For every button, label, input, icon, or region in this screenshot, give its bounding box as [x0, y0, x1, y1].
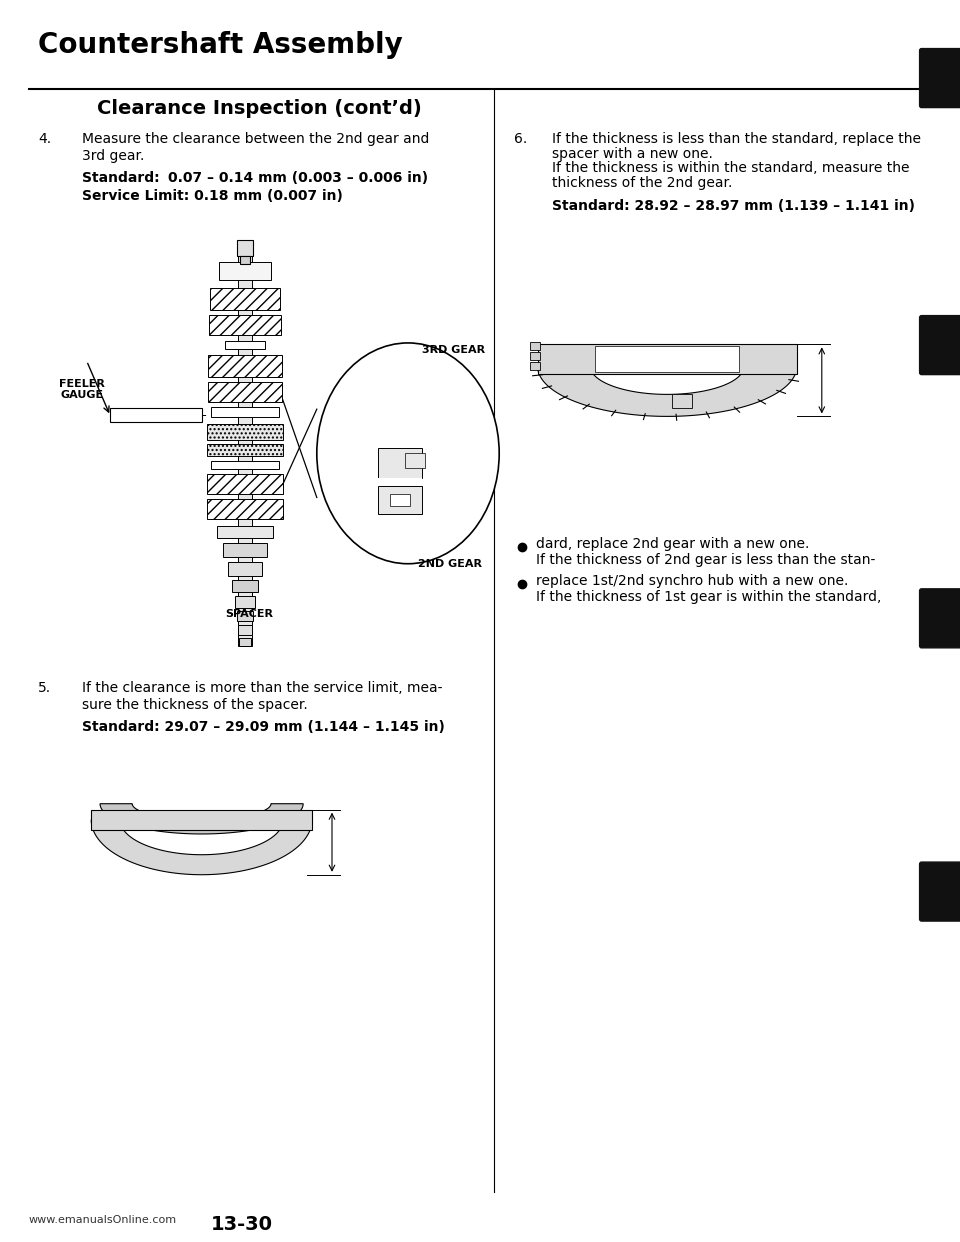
Bar — [206, 425, 283, 440]
Bar — [238, 242, 252, 646]
Text: Service Limit: 0.18 mm (0.007 in): Service Limit: 0.18 mm (0.007 in) — [82, 189, 343, 202]
Bar — [237, 241, 252, 256]
Bar — [91, 810, 312, 830]
Bar — [207, 355, 282, 378]
Bar — [237, 611, 252, 621]
Text: 0.07 – 0.14 mm (0.003 – 0.006 in): 0.07 – 0.14 mm (0.003 – 0.006 in) — [168, 171, 428, 185]
Bar — [235, 596, 254, 609]
Bar — [231, 580, 258, 592]
Polygon shape — [100, 804, 303, 833]
Text: sure the thickness of the spacer.: sure the thickness of the spacer. — [82, 698, 307, 712]
FancyBboxPatch shape — [920, 48, 960, 108]
Text: SPACER: SPACER — [226, 609, 274, 619]
Text: www.emanualsOnline.com: www.emanualsOnline.com — [29, 1215, 177, 1225]
Bar — [378, 478, 422, 482]
Bar — [240, 256, 250, 265]
Bar — [217, 525, 273, 538]
Bar — [206, 474, 283, 494]
Text: FEELER
GAUGE: FEELER GAUGE — [59, 379, 105, 400]
Text: 2ND GEAR: 2ND GEAR — [418, 559, 482, 569]
Polygon shape — [538, 366, 797, 416]
Text: 6.: 6. — [514, 132, 527, 145]
Polygon shape — [91, 820, 312, 874]
Bar — [595, 347, 739, 373]
Text: Standard:: Standard: — [82, 171, 159, 185]
Bar — [530, 343, 540, 350]
Bar — [405, 453, 425, 468]
Bar — [206, 443, 283, 456]
Text: Clearance Inspection (cont’d): Clearance Inspection (cont’d) — [97, 99, 421, 118]
FancyBboxPatch shape — [920, 862, 960, 922]
Text: dard, replace 2nd gear with a new one.: dard, replace 2nd gear with a new one. — [536, 537, 809, 550]
Text: If the thickness is within the standard, measure the: If the thickness is within the standard,… — [552, 161, 909, 175]
Bar — [211, 461, 278, 468]
Bar — [378, 486, 422, 514]
Ellipse shape — [317, 343, 499, 564]
Bar — [239, 638, 251, 646]
Text: thickness of the 2nd gear.: thickness of the 2nd gear. — [552, 176, 732, 190]
FancyBboxPatch shape — [920, 589, 960, 648]
Bar — [211, 407, 278, 417]
Bar — [238, 625, 252, 635]
Text: If the thickness is less than the standard, replace the: If the thickness is less than the standa… — [552, 132, 921, 145]
Bar — [672, 395, 692, 409]
Bar — [390, 494, 410, 505]
Text: If the clearance is more than the service limit, mea-: If the clearance is more than the servic… — [82, 681, 443, 694]
Bar — [110, 407, 202, 422]
Text: Countershaft Assembly: Countershaft Assembly — [38, 31, 403, 60]
Bar — [530, 353, 540, 360]
FancyBboxPatch shape — [920, 315, 960, 375]
Bar — [219, 262, 271, 279]
Text: If the thickness of 1st gear is within the standard,: If the thickness of 1st gear is within t… — [536, 590, 881, 604]
Bar — [228, 561, 262, 576]
Bar — [223, 543, 267, 558]
Text: 4.: 4. — [38, 132, 52, 145]
Text: Standard: 28.92 – 28.97 mm (1.139 – 1.141 in): Standard: 28.92 – 28.97 mm (1.139 – 1.14… — [552, 199, 915, 212]
Bar — [530, 363, 540, 370]
Bar — [210, 288, 279, 310]
Bar — [538, 344, 797, 374]
Text: spacer with a new one.: spacer with a new one. — [552, 147, 713, 160]
Text: 3rd gear.: 3rd gear. — [82, 149, 144, 163]
Text: replace 1st/2nd synchro hub with a new one.: replace 1st/2nd synchro hub with a new o… — [536, 574, 848, 587]
Bar — [206, 499, 283, 519]
Text: If the thickness of 2nd gear is less than the stan-: If the thickness of 2nd gear is less tha… — [536, 553, 875, 566]
Bar — [207, 383, 282, 402]
Bar — [209, 315, 280, 335]
Bar — [378, 448, 422, 478]
Bar — [225, 342, 265, 349]
Text: 3RD GEAR: 3RD GEAR — [422, 345, 486, 355]
Text: 5.: 5. — [38, 681, 52, 694]
Text: Standard: 29.07 – 29.09 mm (1.144 – 1.145 in): Standard: 29.07 – 29.09 mm (1.144 – 1.14… — [82, 720, 444, 734]
Text: Measure the clearance between the 2nd gear and: Measure the clearance between the 2nd ge… — [82, 132, 429, 145]
Text: 13-30: 13-30 — [211, 1215, 274, 1233]
